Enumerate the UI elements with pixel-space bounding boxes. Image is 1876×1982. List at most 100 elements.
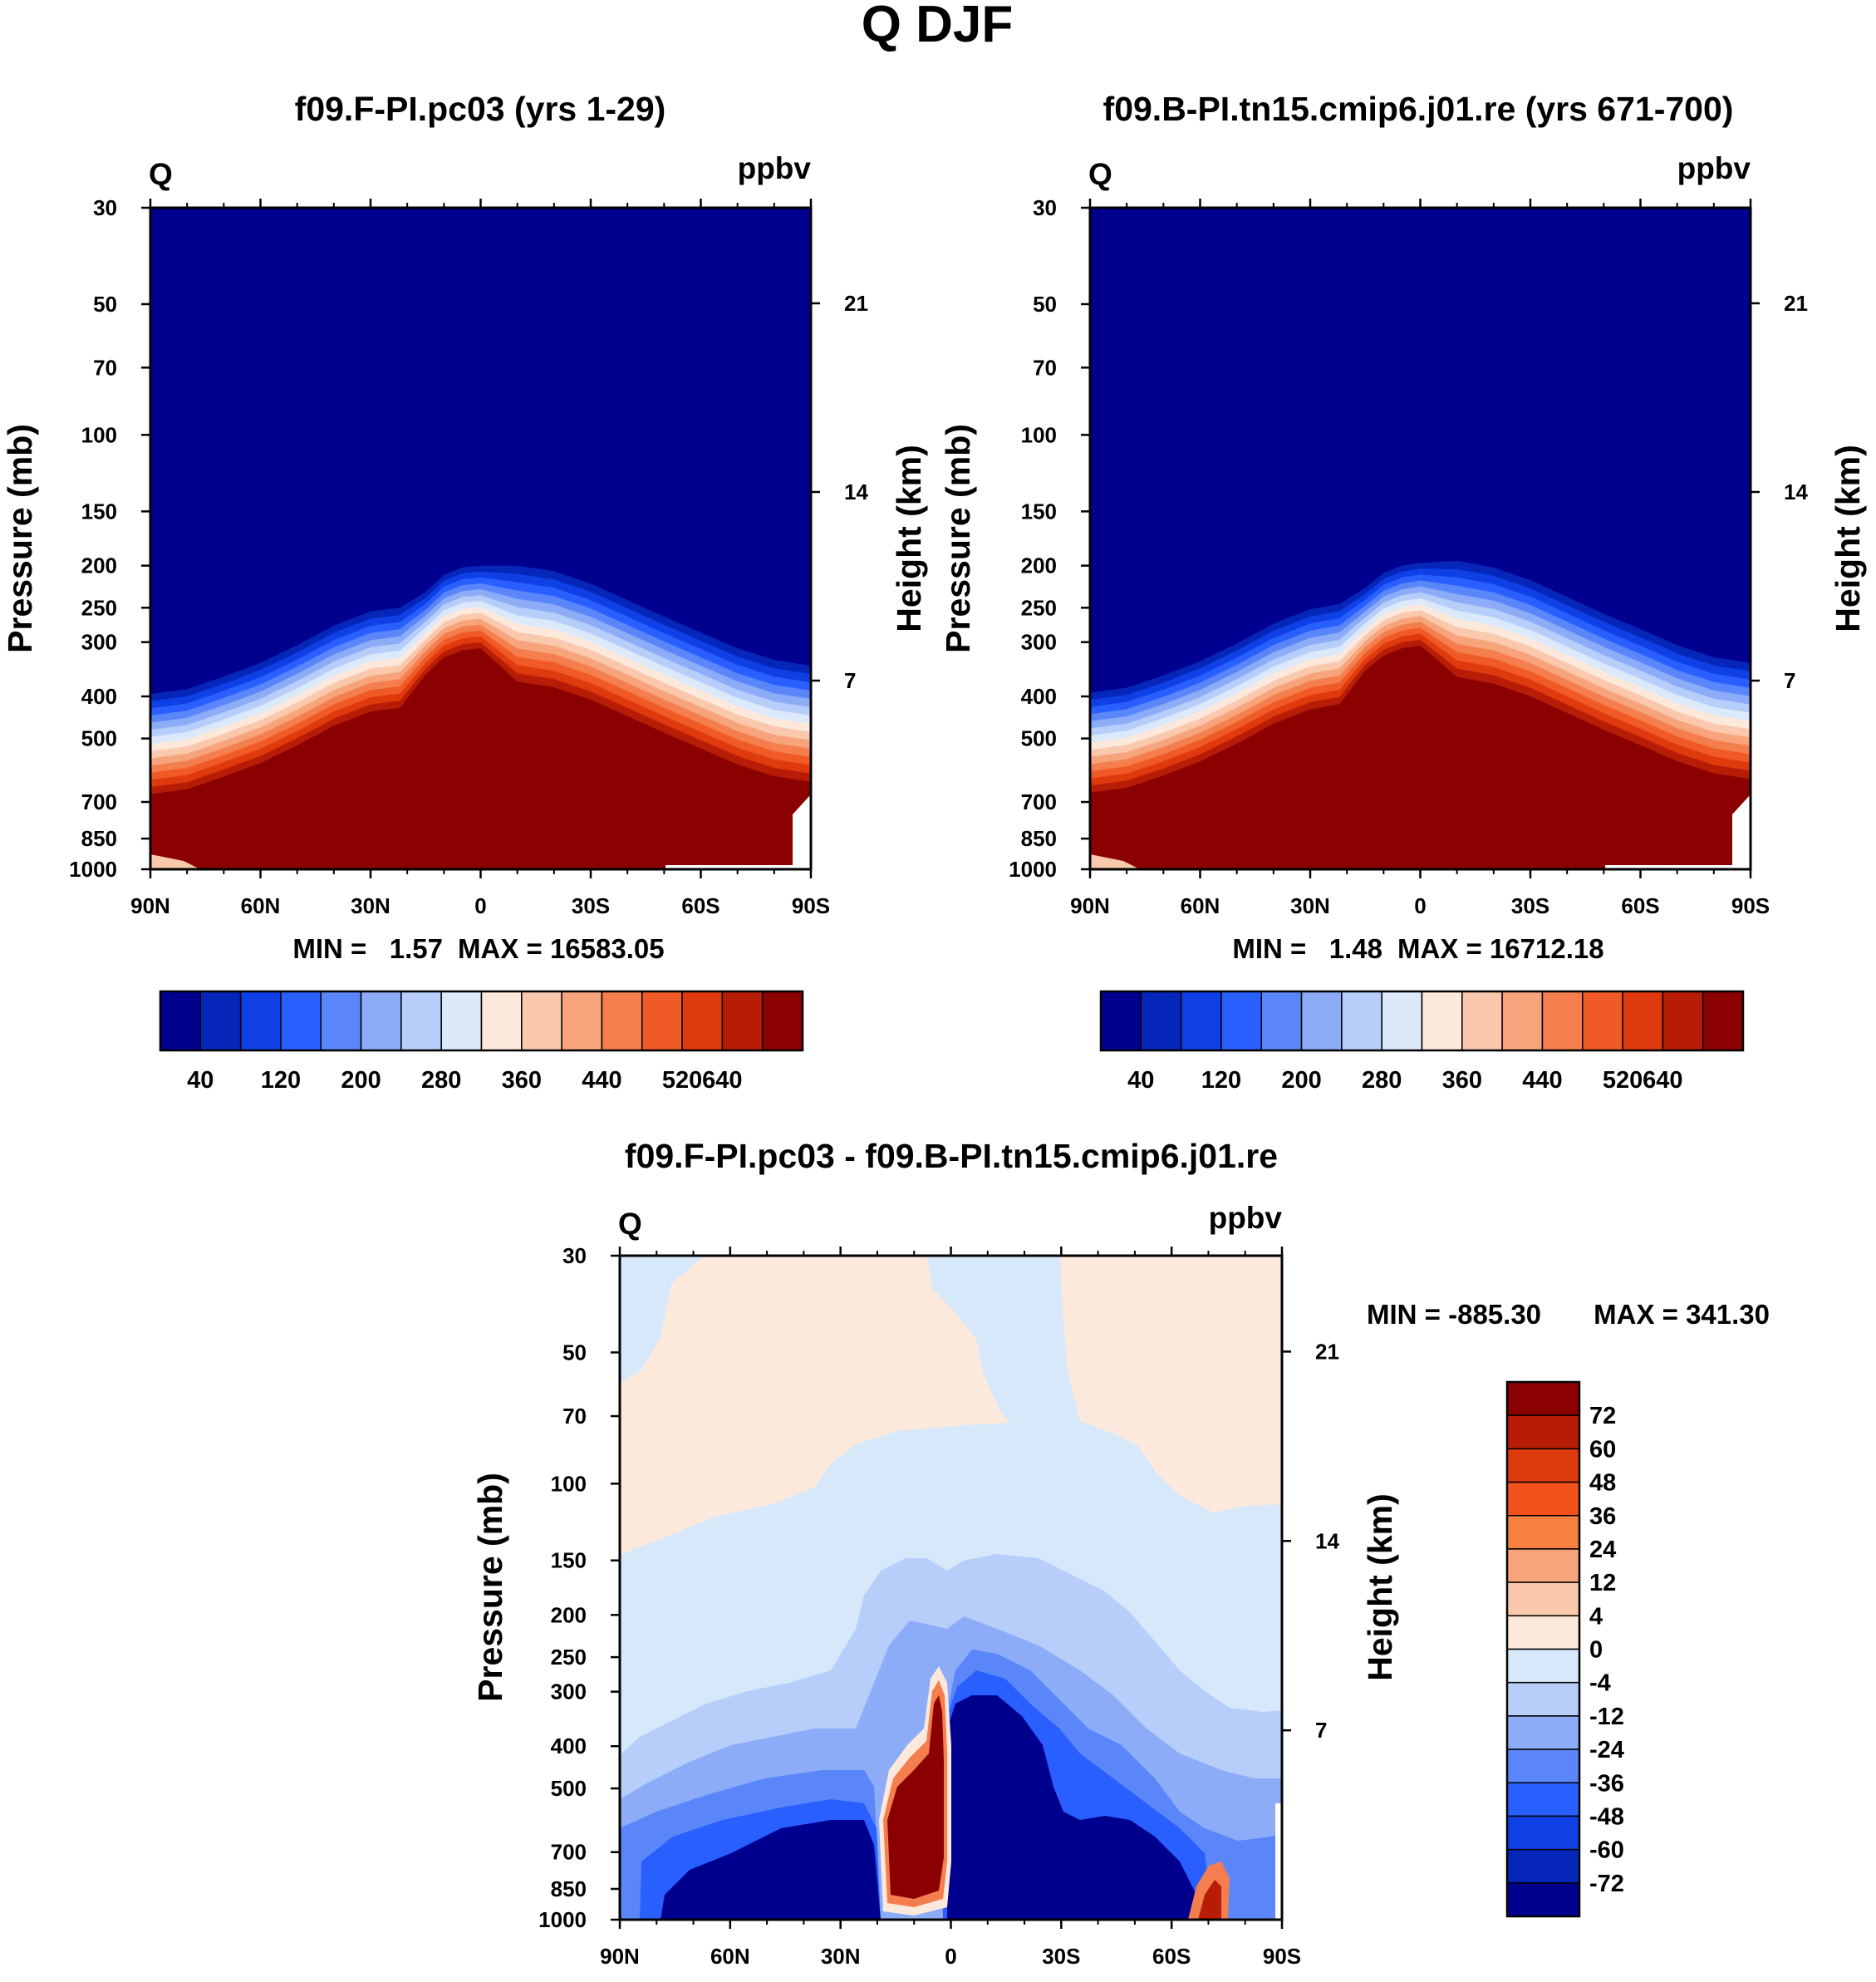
below-ground-mask xyxy=(793,794,811,869)
y2-tick-label: 21 xyxy=(844,291,868,316)
y-tick-label: 400 xyxy=(81,684,117,709)
colorbar-swatch xyxy=(1300,991,1343,1051)
y2-tick-label: 7 xyxy=(1315,1718,1327,1743)
y-tick-label: 200 xyxy=(551,1602,587,1627)
colorbar-frame xyxy=(1505,1380,1581,1918)
x-tick-label: 30N xyxy=(1290,893,1330,918)
x-tick-label: 90N xyxy=(600,1944,640,1969)
moisture-bands xyxy=(1090,560,1751,869)
colorbar-swatch xyxy=(1506,1381,1580,1416)
colorbar-label: 520 xyxy=(1603,1067,1643,1094)
colorbar-label: 360 xyxy=(1442,1067,1482,1094)
colorbar-label: 72 xyxy=(1589,1403,1616,1429)
colorbar-swatch xyxy=(320,991,362,1051)
y-tick-label: 30 xyxy=(1033,195,1057,220)
colorbar-swatch xyxy=(1506,1615,1580,1650)
y2-tick-label: 21 xyxy=(1784,291,1808,316)
y-tick-label: 100 xyxy=(1021,422,1057,447)
page-title: Q DJF xyxy=(862,0,1014,53)
colorbar-label: 40 xyxy=(1127,1067,1154,1094)
panel-experiment: f09.B-PI.tn15.cmip6.j01.re (yrs 671-700)… xyxy=(939,90,1867,1094)
colorbar-swatch xyxy=(1381,991,1423,1051)
colorbar-swatch xyxy=(1506,1548,1580,1583)
y-tick-label: 700 xyxy=(81,789,117,814)
colorbar-label: 48 xyxy=(1589,1470,1616,1497)
axis-ticks: 90N 60N 30N 0 30S 60S 90S 30 50 70 100 150 200 250 300… xyxy=(69,195,868,918)
y-tick-label: 50 xyxy=(1033,292,1057,317)
colorbar-swatch xyxy=(561,991,603,1051)
colorbar-swatch xyxy=(1220,991,1262,1051)
y-tick-label: 30 xyxy=(93,195,117,220)
colorbar: 72 60 48 36 24 12 4 0 -4 -12 -24 -36 -48 -60 -72 xyxy=(1505,1380,1624,1918)
colorbar-label: -48 xyxy=(1589,1803,1624,1830)
colorbar-swatch xyxy=(400,991,442,1051)
y2-axis-label: Height (km) xyxy=(890,445,928,632)
y-tick-label: 700 xyxy=(1021,789,1057,814)
y-tick-label: 400 xyxy=(1021,684,1057,709)
colorbar-swatch xyxy=(1506,1848,1580,1884)
y2-tick-label: 7 xyxy=(844,668,856,693)
below-ground-mask xyxy=(1732,794,1751,869)
colorbar-swatch xyxy=(1461,991,1503,1051)
y2-axis-label: Height (km) xyxy=(1361,1493,1399,1681)
colorbar-swatch xyxy=(1506,1648,1580,1684)
colorbar-swatch xyxy=(1662,991,1704,1051)
colorbar-swatch xyxy=(1506,1815,1580,1851)
below-ground-mask xyxy=(1275,1803,1282,1920)
colorbar-swatch xyxy=(1506,1515,1580,1550)
colorbar-swatch xyxy=(480,991,523,1051)
x-tick-label: 90S xyxy=(792,893,830,918)
y-tick-label: 250 xyxy=(81,595,117,620)
contour-band xyxy=(1090,645,1751,869)
x-tick-label: 60N xyxy=(710,1944,750,1969)
band-0-to-4 xyxy=(1060,1256,1282,1512)
colorbar-swatch xyxy=(521,991,562,1051)
x-tick-label: 60S xyxy=(1621,893,1659,918)
colorbar-label: 440 xyxy=(1522,1067,1562,1094)
colorbar-swatch xyxy=(1421,991,1463,1051)
colorbar-swatch xyxy=(1501,991,1544,1051)
panel-title: f09.B-PI.tn15.cmip6.j01.re (yrs 671-700) xyxy=(1103,90,1734,128)
colorbar-swatch xyxy=(1506,1782,1580,1817)
colorbar-label: 280 xyxy=(1362,1067,1402,1094)
y-tick-label: 300 xyxy=(81,630,117,655)
x-tick-label: 60N xyxy=(241,893,281,918)
y-tick-label: 500 xyxy=(1021,726,1057,751)
y-tick-label: 1000 xyxy=(1009,857,1057,882)
axis-ticks: 90N 60N 30N 0 30S 60S 90S 30 50 70 100 150 200 250 300… xyxy=(538,1243,1339,1969)
max-label: MAX = 16712.18 xyxy=(1397,933,1604,964)
colorbar-label: 640 xyxy=(1643,1067,1682,1094)
colorbar-swatch xyxy=(1506,1882,1580,1917)
moisture-bands xyxy=(150,565,811,869)
colorbar-label: 520 xyxy=(662,1067,702,1094)
colorbar: 40 120 200 280 360 440 520 640 xyxy=(1099,990,1745,1094)
colorbar-swatch xyxy=(440,991,483,1051)
y-axis-label: Pressure (mb) xyxy=(471,1473,509,1702)
surface-edge xyxy=(150,854,200,869)
x-tick-label: 60S xyxy=(681,893,719,918)
colorbar-swatch xyxy=(160,991,202,1051)
y-tick-label: 200 xyxy=(81,553,117,578)
x-tick-label: 30S xyxy=(1042,1944,1080,1969)
y-tick-label: 850 xyxy=(1021,826,1057,851)
colorbar-frame xyxy=(1099,990,1745,1052)
y-tick-label: 200 xyxy=(1021,553,1057,578)
y-tick-label: 50 xyxy=(562,1340,587,1365)
x-tick-label: 30N xyxy=(821,1944,861,1969)
x-tick-label: 90N xyxy=(1070,893,1110,918)
y2-axis-label: Height (km) xyxy=(1829,445,1867,632)
colorbar-label: 120 xyxy=(261,1067,301,1094)
colorbar-label: 360 xyxy=(502,1067,542,1094)
colorbar-swatch xyxy=(681,991,724,1051)
max-label: MAX = 16583.05 xyxy=(458,933,665,964)
colorbar-label: -12 xyxy=(1589,1704,1624,1730)
colorbar-label: 4 xyxy=(1589,1603,1603,1630)
y2-tick-label: 14 xyxy=(1784,480,1808,504)
x-tick-label: 0 xyxy=(945,1944,956,1969)
colorbar-swatch xyxy=(1541,991,1584,1051)
variable-label: Q xyxy=(1088,157,1112,191)
x-tick-label: 0 xyxy=(474,893,486,918)
min-label: MIN = 1.48 xyxy=(1232,933,1382,964)
colorbar-swatch xyxy=(1702,991,1744,1051)
